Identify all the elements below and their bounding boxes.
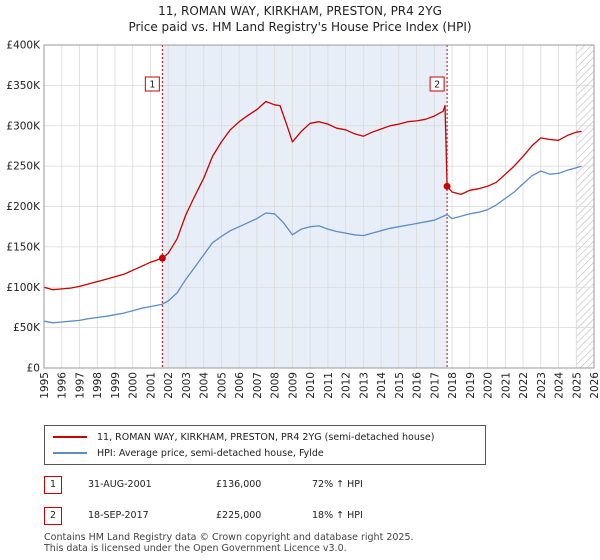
footer: Contains HM Land Registry data © Crown c…	[44, 532, 584, 554]
x-tick-label: 2021	[500, 372, 512, 399]
y-tick-label: £150K	[6, 241, 41, 253]
x-tick-label: 2008	[270, 372, 282, 399]
y-tick-label: £50K	[13, 322, 41, 334]
legend-item-property: 11, ROMAN WAY, KIRKHAM, PRESTON, PR4 2YG…	[53, 430, 434, 444]
plot-frame	[43, 44, 595, 369]
x-tick-label: 2026	[589, 372, 600, 399]
sale-marker-box	[429, 76, 445, 92]
x-tick-label: 2017	[429, 372, 441, 399]
y-tick-label: £0	[27, 363, 40, 375]
series-line	[43, 165, 582, 324]
legend-swatch-property	[53, 436, 87, 438]
legend-label-property: 11, ROMAN WAY, KIRKHAM, PRESTON, PR4 2YG…	[97, 431, 435, 443]
sale-row: 2 18-SEP-2017 £225,000 18% ↑ HPI	[44, 507, 584, 527]
x-tick-label: 2003	[181, 372, 193, 399]
sale-row: 1 31-AUG-2001 £136,000 72% ↑ HPI	[44, 476, 584, 496]
x-tick-label: 1997	[74, 372, 86, 399]
x-tick-label: 2013	[358, 372, 370, 399]
x-tick-label: 2009	[287, 372, 299, 399]
legend-item-hpi: HPI: Average price, semi-detached house,…	[53, 446, 324, 460]
chart-title: 11, ROMAN WAY, KIRKHAM, PRESTON, PR4 2YG…	[0, 3, 600, 35]
sale-marker-label: 2	[434, 80, 440, 91]
legend-label-hpi: HPI: Average price, semi-detached house,…	[97, 447, 324, 459]
x-tick-label: 1999	[110, 372, 122, 399]
sale-hpi-change: 18% ↑ HPI	[312, 510, 363, 521]
title-line-1: 11, ROMAN WAY, KIRKHAM, PRESTON, PR4 2YG	[158, 4, 442, 18]
x-tick-label: 1996	[57, 372, 69, 399]
footer-licence: This data is licensed under the Open Gov…	[44, 543, 347, 554]
y-tick-label: £250K	[6, 161, 41, 173]
x-tick-label: 2000	[128, 372, 140, 399]
x-tick-label: 2001	[145, 372, 157, 399]
legend-swatch-hpi	[53, 452, 87, 454]
x-tick-label: 2010	[305, 372, 317, 399]
x-tick-label: 2022	[518, 372, 530, 399]
x-tick-label: 2002	[163, 372, 175, 399]
footer-copyright: Contains HM Land Registry data © Crown c…	[44, 532, 414, 543]
y-tick-label: £350K	[6, 80, 41, 92]
x-tick-label: 2019	[465, 372, 477, 399]
x-tick-label: 2015	[394, 372, 406, 399]
sale-point	[158, 254, 166, 262]
x-tick-label: 1998	[92, 372, 104, 399]
sale-marker-box	[144, 76, 160, 92]
sale-point	[443, 182, 451, 190]
x-tick-label: 2007	[252, 372, 264, 399]
x-tick-label: 2014	[376, 372, 388, 399]
x-tick-label: 1995	[39, 372, 51, 399]
y-tick-label: £100K	[6, 282, 41, 294]
sale-price: £225,000	[216, 510, 262, 521]
y-tick-label: £200K	[6, 201, 41, 213]
sale-date: 31-AUG-2001	[88, 479, 152, 490]
x-tick-label: 2024	[554, 372, 566, 399]
legend: 11, ROMAN WAY, KIRKHAM, PRESTON, PR4 2YG…	[44, 425, 486, 465]
sale-date: 18-SEP-2017	[88, 510, 149, 521]
series-line	[43, 100, 582, 291]
sale-marker-label: 1	[149, 80, 155, 91]
title-line-2: Price paid vs. HM Land Registry's House …	[128, 20, 472, 34]
sale-marker-badge: 2	[44, 507, 62, 525]
sale-marker-badge: 1	[44, 476, 62, 494]
x-tick-label: 2004	[199, 372, 211, 399]
sale-hpi-change: 72% ↑ HPI	[312, 479, 363, 490]
y-tick-label: £300K	[6, 120, 41, 132]
x-tick-label: 2012	[341, 372, 353, 399]
x-tick-label: 2005	[216, 372, 228, 399]
x-tick-label: 2020	[483, 372, 495, 399]
x-tick-label: 2016	[412, 372, 424, 399]
x-tick-label: 2011	[323, 372, 335, 399]
y-tick-label: £400K	[6, 40, 41, 52]
x-tick-label: 2025	[571, 372, 583, 399]
price-chart: 1 2 £0 £50K £100K £150K £200K £250K £300K £350K £…	[6, 40, 600, 399]
x-tick-label: 2006	[234, 372, 246, 399]
sale-price: £136,000	[216, 479, 262, 490]
x-tick-label: 2023	[536, 372, 548, 399]
x-tick-label: 2018	[447, 372, 459, 399]
